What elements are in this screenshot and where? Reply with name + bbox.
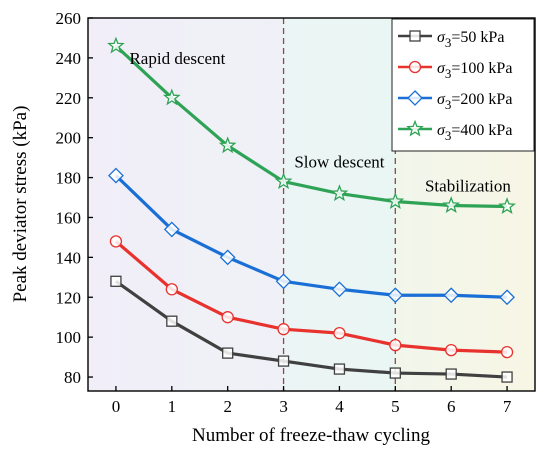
data-point-marker xyxy=(277,323,290,336)
data-point-marker xyxy=(498,197,516,215)
data-point-marker xyxy=(163,221,180,238)
legend-marker xyxy=(408,60,422,74)
data-point-marker xyxy=(107,36,125,54)
x-axis-title: Number of freeze-thaw cycling xyxy=(192,425,430,446)
plot-frame xyxy=(87,17,536,392)
x-tick-label: 3 xyxy=(279,397,288,416)
y-tick-label: 120 xyxy=(56,288,82,307)
x-tick-label: 6 xyxy=(447,397,456,416)
legend-marker xyxy=(406,119,424,137)
y-tick-label: 80 xyxy=(64,368,81,387)
data-point-marker xyxy=(222,347,234,359)
data-point-marker xyxy=(110,275,122,287)
y-tick-label: 200 xyxy=(56,129,82,148)
x-tick-label: 7 xyxy=(503,397,512,416)
data-point-marker xyxy=(443,287,460,304)
data-point-marker xyxy=(333,363,346,375)
y-tick-label: 180 xyxy=(56,169,82,188)
data-point-marker xyxy=(109,235,123,248)
data-point-marker xyxy=(387,287,404,304)
data-point-marker xyxy=(501,371,513,383)
region-band xyxy=(88,18,284,391)
data-point-marker xyxy=(219,249,236,266)
y-tick-label: 140 xyxy=(56,248,82,267)
data-point-marker xyxy=(166,315,178,327)
data-point-marker xyxy=(499,289,515,306)
legend-marker xyxy=(409,30,421,42)
data-point-marker xyxy=(389,338,402,352)
data-point-marker xyxy=(277,355,290,367)
data-point-marker xyxy=(274,172,293,190)
data-point-marker xyxy=(218,136,237,154)
x-tick-label: 1 xyxy=(168,397,177,416)
legend-label: σ3=100 kPa xyxy=(437,60,512,81)
x-tick-label: 5 xyxy=(391,397,400,416)
data-point-marker xyxy=(108,167,124,184)
legend-marker xyxy=(407,90,423,106)
stage-annotation: Slow descent xyxy=(294,153,384,172)
data-point-marker xyxy=(500,345,514,359)
legend-label: σ3=200 kPa xyxy=(437,91,512,112)
data-point-marker xyxy=(331,281,348,298)
data-point-marker xyxy=(165,283,178,296)
data-point-marker xyxy=(330,184,349,202)
y-axis-title: Peak deviator stress (kPa) xyxy=(10,106,31,303)
data-point-marker xyxy=(275,273,292,290)
y-tick-label: 160 xyxy=(56,208,82,227)
x-tick-label: 2 xyxy=(223,397,232,416)
data-point-marker xyxy=(162,88,181,106)
data-point-marker xyxy=(445,368,457,380)
series-line xyxy=(114,174,508,299)
data-point-marker xyxy=(333,327,346,340)
stage-annotation: Stabilization xyxy=(425,177,511,196)
x-tick-label: 0 xyxy=(112,397,121,416)
series-line xyxy=(114,240,508,354)
legend-label: σ3=400 kPa xyxy=(437,122,512,143)
legend-label: σ3=50 kPa xyxy=(437,29,504,50)
y-tick-label: 240 xyxy=(56,49,82,68)
data-point-marker xyxy=(221,311,234,324)
stage-annotation: Rapid descent xyxy=(129,49,225,68)
x-tick-label: 4 xyxy=(335,397,344,416)
series-line xyxy=(114,44,508,209)
y-tick-label: 100 xyxy=(56,328,82,347)
data-point-marker xyxy=(445,343,458,357)
data-point-marker xyxy=(389,367,401,379)
y-tick-label: 220 xyxy=(56,89,82,108)
series-line xyxy=(115,279,508,379)
data-point-marker xyxy=(386,192,405,210)
data-point-marker xyxy=(442,196,461,214)
y-tick-label: 260 xyxy=(56,9,82,28)
